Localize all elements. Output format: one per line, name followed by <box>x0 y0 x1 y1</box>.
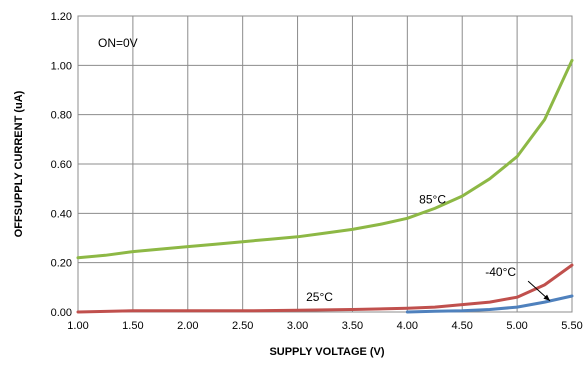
x-tick-label: 3.50 <box>342 320 363 332</box>
series-line-40c <box>405 294 574 314</box>
x-tick-label: 2.50 <box>232 320 253 332</box>
x-tick-label: 1.00 <box>67 320 88 332</box>
series-labels: 85°C 25°C -40°C <box>306 192 551 304</box>
arrow-head <box>543 294 551 301</box>
x-tick-label: 3.00 <box>287 320 308 332</box>
x-tick-label: 1.50 <box>122 320 143 332</box>
x-tick-label: 4.00 <box>397 320 418 332</box>
x-tick-label: 4.50 <box>452 320 473 332</box>
y-tick-label: 0.00 <box>51 307 72 319</box>
axes <box>77 15 573 313</box>
y-tick-label: 1.00 <box>51 60 72 72</box>
y-tick-label: 1.20 <box>51 11 72 23</box>
series-label: 25°C <box>306 290 333 304</box>
plot-border <box>77 15 573 313</box>
annotation: ON=0V <box>98 36 138 50</box>
series-label: -40°C <box>485 265 516 279</box>
x-axis-label: SUPPLY VOLTAGE (V) <box>269 346 384 358</box>
y-tick-label: 0.60 <box>51 159 72 171</box>
x-tick-label: 2.00 <box>177 320 198 332</box>
y-tick-label: 0.40 <box>51 208 72 220</box>
x-tick-label: 5.00 <box>506 320 527 332</box>
x-tick-label: 5.50 <box>561 320 582 332</box>
tick-labels: 1.00 1.50 2.00 2.50 3.00 3.50 4.00 4.50 5.00 5.50… <box>51 11 583 332</box>
y-axis-label: OFFSUPPLY CURRENT (uA) <box>13 90 25 237</box>
series-line-25c <box>76 263 574 314</box>
series-lines <box>76 58 574 314</box>
series-line-85c <box>76 58 574 260</box>
y-tick-label: 0.80 <box>51 110 72 122</box>
y-tick-label: 0.20 <box>51 258 72 270</box>
series-label: 85°C <box>419 192 446 206</box>
